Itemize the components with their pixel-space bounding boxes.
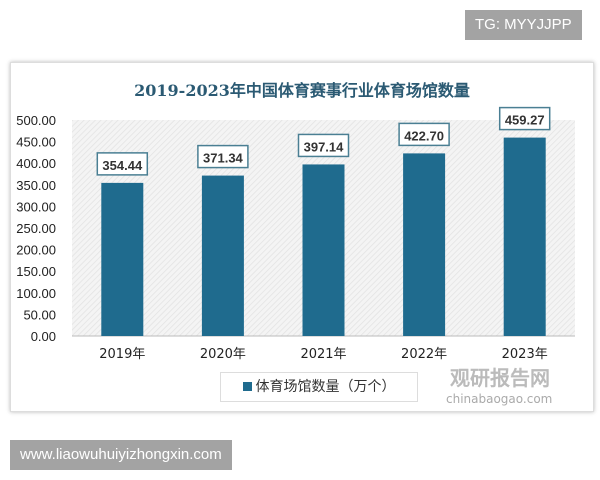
bar <box>302 164 345 336</box>
x-tick-label: 2023年 <box>502 347 548 362</box>
bar <box>201 175 244 336</box>
data-label: 459.27 <box>505 113 545 128</box>
data-label-box <box>297 133 350 158</box>
y-tick-label: 500.00 <box>16 113 56 128</box>
data-label-box <box>96 152 149 176</box>
data-label-box <box>197 144 249 169</box>
y-tick-label: 350.00 <box>16 178 56 193</box>
data-label: 397.14 <box>304 139 345 154</box>
y-tick-label: 250.00 <box>16 221 56 236</box>
y-tick-label: 400.00 <box>16 156 56 171</box>
bar <box>101 182 144 336</box>
y-tick-label: 300.00 <box>16 199 56 214</box>
x-tick-label: 2021年 <box>300 347 346 362</box>
chart-title: 2019-2023年中国体育赛事行业体育场馆数量 <box>134 81 470 100</box>
y-tick-label: 150.00 <box>16 264 56 279</box>
bar <box>503 137 546 336</box>
watermark-url: chinabaogao.com <box>446 392 553 406</box>
data-label-box <box>498 106 551 131</box>
x-tick-label: 2019年 <box>99 347 145 362</box>
x-tick-label: 2020年 <box>200 347 246 362</box>
data-label: 354.44 <box>102 158 143 173</box>
bar <box>403 153 446 336</box>
bottom-badge: www.liaowuhuiyizhongxin.com <box>10 440 232 470</box>
y-tick-label: 50.00 <box>23 307 56 322</box>
y-tick-label: 200.00 <box>16 243 56 258</box>
y-tick-label: 100.00 <box>16 286 56 301</box>
top-badge: TG: MYYJJPP <box>465 10 582 40</box>
legend: 体育场馆数量（万个） <box>220 372 418 402</box>
data-label: 371.34 <box>203 151 244 166</box>
data-label-box <box>398 122 450 147</box>
y-tick-label: 450.00 <box>16 135 56 150</box>
x-tick-label: 2022年 <box>401 347 447 362</box>
data-label: 422.70 <box>404 128 444 143</box>
legend-label: 体育场馆数量（万个） <box>255 379 396 395</box>
y-tick-label: 0.00 <box>31 329 56 344</box>
legend-swatch <box>242 382 252 391</box>
watermark-logo: 观研报告网 <box>450 366 550 390</box>
